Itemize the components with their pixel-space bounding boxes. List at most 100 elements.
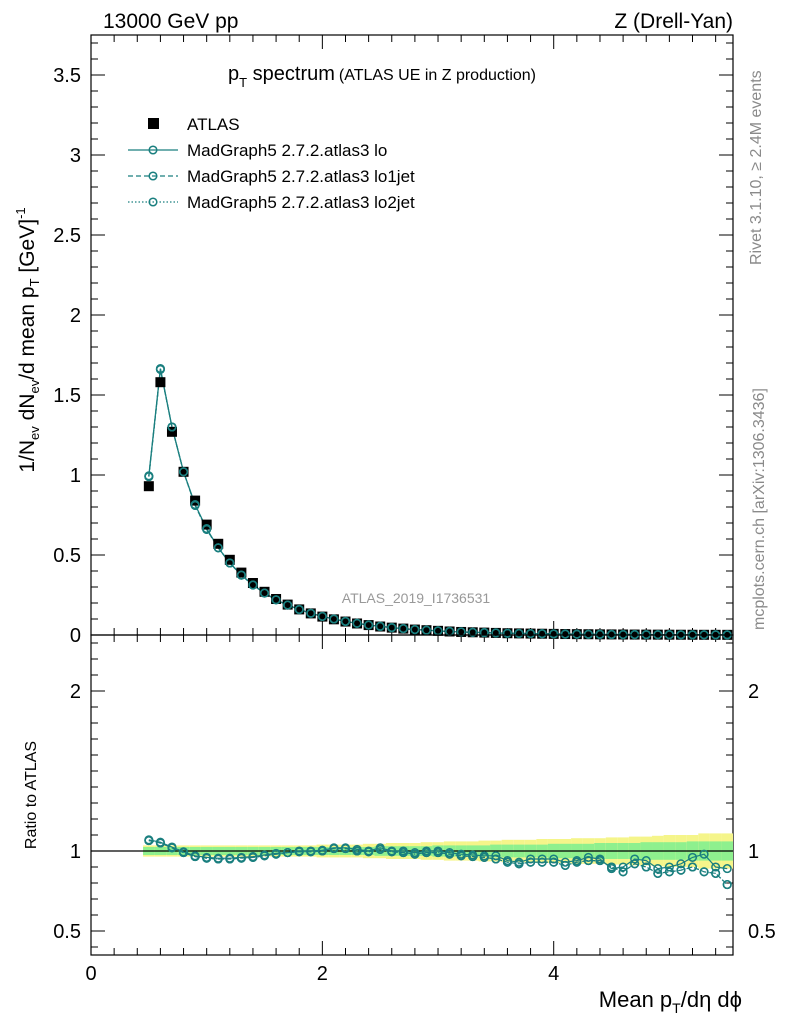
ratio-point [410, 849, 420, 859]
ratio-point [618, 867, 628, 877]
ratio-point [722, 864, 732, 874]
header-right: Z (Drell-Yan) [614, 10, 733, 33]
ratio-point [711, 868, 721, 878]
ratio-frame [90, 634, 734, 956]
ratio-point [259, 851, 270, 861]
ratio-point [178, 848, 189, 858]
ratio-y-tick-label: 2 [70, 681, 81, 703]
ratio-point [653, 868, 663, 878]
ratio-point [630, 859, 640, 869]
ratio-y-tick-label: 1 [70, 841, 81, 863]
mc-point [398, 624, 408, 634]
ratio-point [433, 848, 443, 858]
ratio-y-tick-label-right: 2 [748, 681, 759, 703]
atlas-data-point [259, 586, 270, 597]
atlas-data-point [571, 629, 582, 640]
ratio-point [560, 860, 570, 870]
title-sub: T [239, 75, 247, 90]
ratio-y-label: Ratio to ATLAS [23, 741, 40, 849]
mc-point [491, 628, 501, 638]
atlas-data-point [305, 608, 316, 619]
atlas-data-point [490, 627, 501, 638]
atlas-data-point [594, 629, 605, 640]
atlas-data-point [444, 626, 455, 637]
legend-marker [148, 171, 158, 181]
mc-point [155, 364, 165, 374]
ratio-point [236, 853, 246, 863]
mc-point [502, 628, 512, 638]
x-tick-label: 4 [548, 963, 559, 985]
atlas-data-point [317, 611, 328, 622]
legend-label: ATLAS [187, 115, 240, 134]
atlas-data-point [166, 426, 177, 437]
atlas-data-point [525, 628, 536, 639]
mc-point [549, 629, 559, 639]
atlas-data-point [560, 629, 571, 640]
ratio-point [641, 862, 651, 872]
mc-point [340, 616, 351, 626]
atlas-data-point [375, 621, 386, 632]
legend: ATLAS MadGraph5 2.7.2.atlas3 lo MadGraph5 … [128, 115, 415, 212]
mc-point [572, 629, 582, 639]
mc-point [144, 472, 154, 482]
mc-point [421, 625, 432, 635]
y-tick-label: 2.5 [53, 225, 81, 247]
atlas-data-point [548, 628, 559, 639]
ratio-point [549, 857, 559, 867]
ratio-point [398, 848, 408, 858]
y-tick-label: 1.5 [53, 385, 81, 407]
atlas-data-point [328, 614, 339, 625]
legend-label: MadGraph5 2.7.2.atlas3 lo1jet [187, 167, 415, 186]
title-paren: (ATLAS UE in Z production) [339, 67, 536, 84]
ratio-point [583, 856, 593, 866]
atlas-data-point [456, 626, 467, 637]
mc-point [537, 629, 547, 639]
atlas-data-point [271, 594, 282, 604]
ratio-point [340, 844, 351, 854]
ratio-point [722, 880, 732, 890]
ratio-point [630, 854, 640, 864]
ratio-point [491, 854, 501, 864]
mc-point [225, 558, 235, 568]
mc-point [560, 629, 570, 639]
mc-point [514, 628, 524, 638]
mc-point [167, 422, 177, 432]
atlas-data-point [514, 628, 524, 639]
ratio-point [537, 857, 547, 867]
atlas-data-point [294, 604, 305, 615]
mc-point [283, 600, 293, 610]
ratio-point [202, 853, 212, 863]
ratio-y-tick-label-right: 0.5 [748, 921, 776, 943]
ratio-point [294, 847, 304, 857]
ratio-point [502, 857, 512, 867]
ratio-point [248, 852, 258, 862]
ratio-point [676, 859, 686, 869]
atlas-data-point [236, 567, 247, 578]
ratio-point [664, 862, 674, 872]
atlas-data-point [352, 618, 363, 629]
mc-point [387, 623, 397, 633]
mc-point [213, 543, 223, 553]
mc-point [259, 588, 270, 598]
ratio-point [445, 849, 455, 859]
ratio-point [225, 854, 235, 864]
side-events-label: Rivet 3.1.10, ≥ 2.4M events [748, 70, 765, 265]
mc-point [352, 618, 362, 628]
ratio-point [468, 852, 478, 862]
ratio-point [167, 843, 177, 853]
mc-point [468, 627, 478, 637]
mc-point [375, 621, 385, 631]
mc-point [317, 611, 327, 621]
ratio-point [687, 862, 698, 872]
ratio-point [352, 846, 362, 856]
analysis-id: ATLAS_2019_I1736531 [342, 590, 491, 606]
atlas-data-point [421, 625, 432, 636]
x-tick-label: 0 [85, 963, 96, 985]
ratio-point [387, 847, 397, 857]
ratio-panel: 0.5 0.5 1 1 2 2 [53, 634, 776, 956]
mc-point [410, 625, 420, 635]
ratio-point [190, 852, 200, 862]
y-tick-label: 2 [70, 305, 81, 327]
atlas-data-point [398, 623, 409, 634]
